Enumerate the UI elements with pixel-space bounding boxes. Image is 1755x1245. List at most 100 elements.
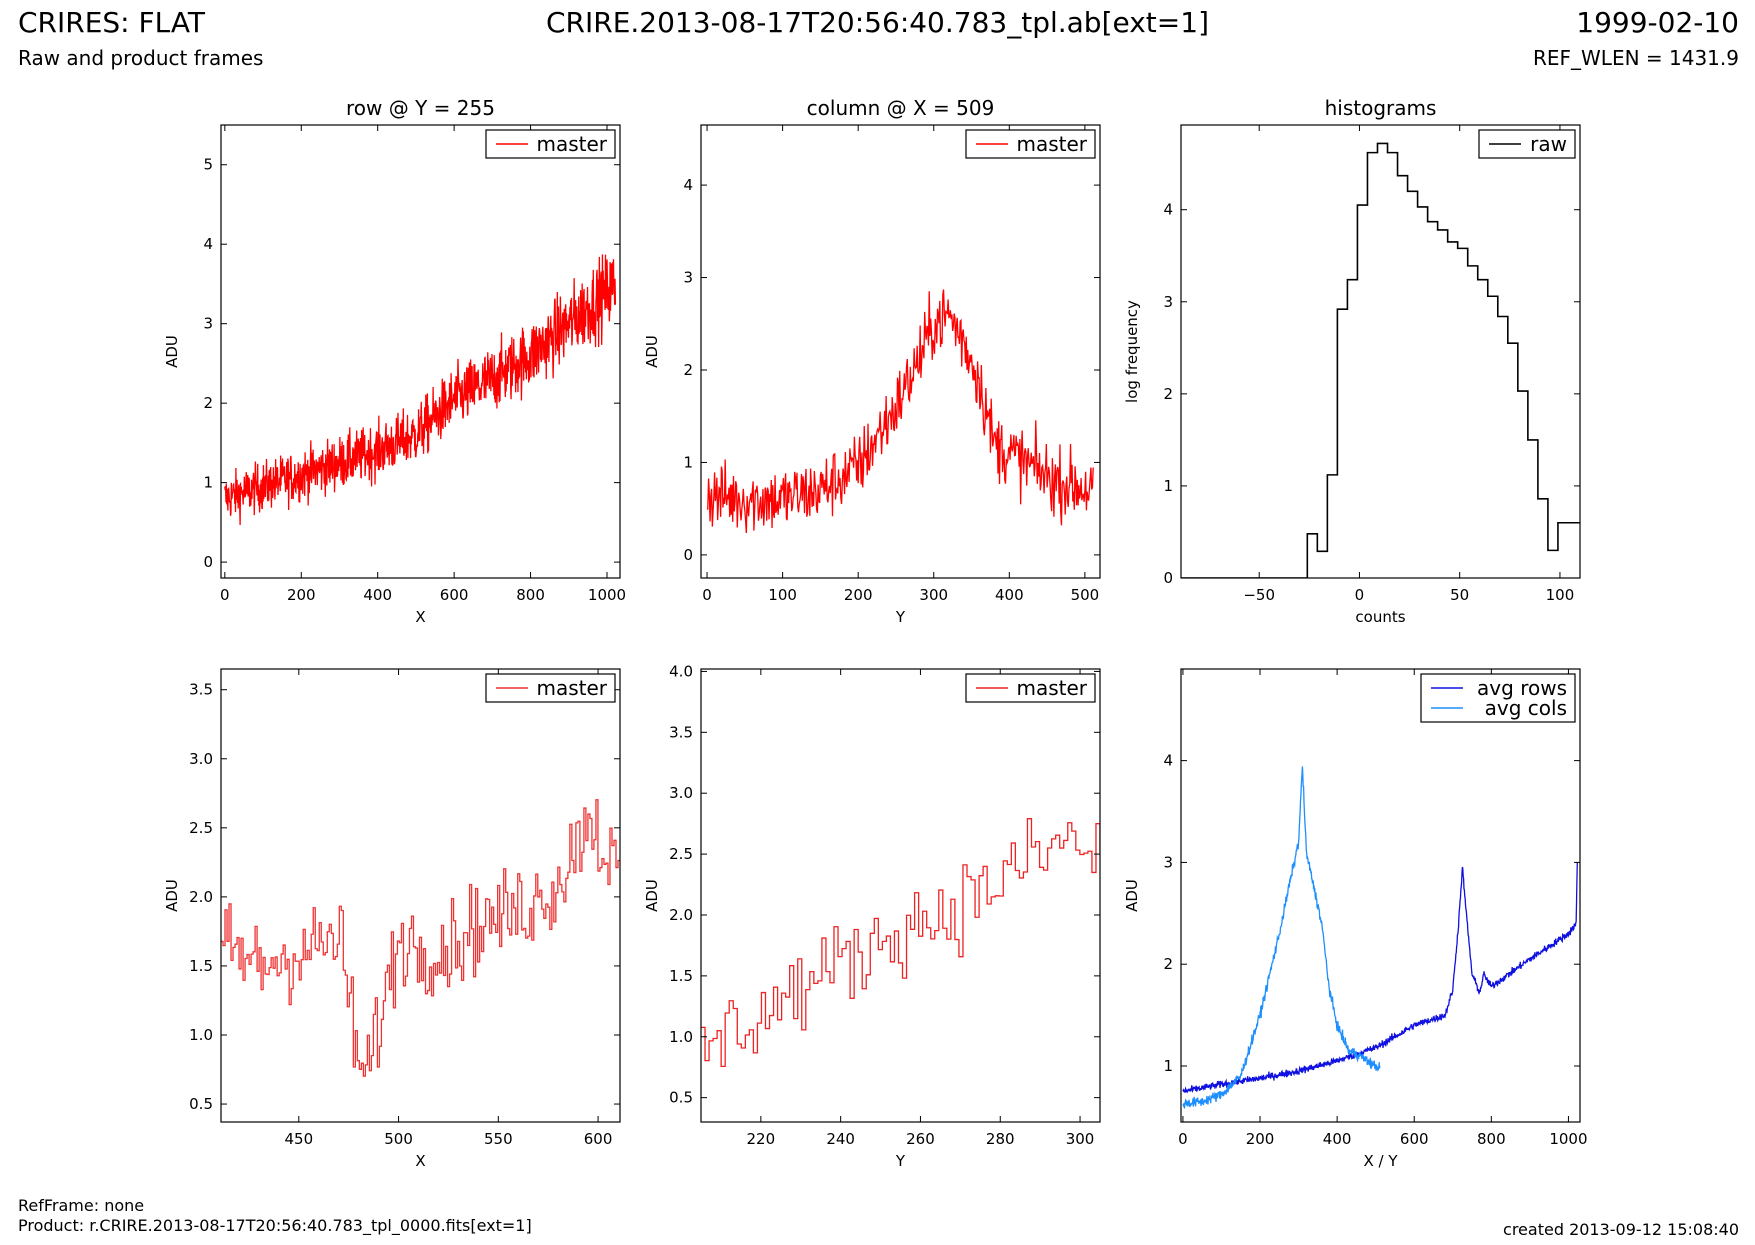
y-tick-label: 4: [203, 235, 213, 253]
x-tick-label: 50: [1450, 586, 1469, 604]
series-line-avg-cols: [1182, 766, 1381, 1109]
y-axis-label: log frequency: [1123, 300, 1141, 403]
y-tick-label: 2: [1163, 385, 1173, 403]
x-tick-label: 240: [826, 1130, 855, 1148]
y-tick-label: 2.0: [669, 906, 693, 924]
x-tick-label: 600: [1400, 1130, 1429, 1148]
y-tick-label: 1: [203, 474, 213, 492]
x-tick-label: 800: [516, 586, 545, 604]
x-tick-label: 600: [584, 1130, 613, 1148]
y-tick-label: 3.0: [669, 784, 693, 802]
col-zoom-plot: 220 240 260 280 300 0.5 1.0 1.5 2.0 2.5 3.0 3.5 4.0 Y…: [643, 662, 1101, 1170]
y-tick-label: 0.5: [189, 1095, 213, 1113]
y-tick-label: 3: [203, 315, 213, 333]
y-tick-label: 1.0: [669, 1028, 693, 1046]
y-tick-label: 4.0: [669, 662, 693, 680]
y-tick-label: 2.5: [189, 819, 213, 837]
y-tick-label: 2.0: [189, 888, 213, 906]
legend: master: [485, 129, 616, 159]
x-tick-label: 100: [768, 586, 797, 604]
y-tick-label: 1: [1163, 477, 1173, 495]
reference-wavelength: REF_WLEN = 1431.9: [1532, 46, 1739, 70]
x-tick-label: 100: [1546, 586, 1575, 604]
col-plot: 0 100 200 300 400 500 0 1 2 3 4 column @ X = 509 Y AD…: [643, 96, 1101, 626]
x-axis-label: Y: [895, 1152, 906, 1170]
row-zoom-plot: 450 500 550 600 0.5 1.0 1.5 2.0 2.5 3.0 3.5 X ADU mas…: [163, 668, 621, 1170]
y-tick-label: 0: [203, 553, 213, 571]
row-plot: 0 200 400 600 800 1000 0 1 2 3 4 5 row @ Y = 255 X ADU…: [163, 96, 626, 626]
legend-label: master: [1016, 676, 1087, 700]
plot-frame: [1180, 124, 1581, 579]
y-tick-label: 1.0: [189, 1026, 213, 1044]
x-axis-label: X: [415, 608, 425, 626]
y-tick-label: 1.5: [189, 957, 213, 975]
x-tick-label: 200: [844, 586, 873, 604]
plot-title: histograms: [1325, 96, 1437, 120]
x-tick-label: 1000: [588, 586, 626, 604]
y-tick-label: 4: [1163, 201, 1173, 219]
legend-box: [1420, 673, 1576, 723]
series-line-raw: [1181, 142, 1580, 578]
legend-label: master: [1016, 132, 1087, 156]
legend-label: raw: [1530, 132, 1567, 156]
x-tick-label: 550: [484, 1130, 513, 1148]
plot-title: row @ Y = 255: [346, 96, 495, 120]
plot-frame: [1180, 668, 1581, 1123]
legend: master: [485, 673, 616, 703]
legend: master: [965, 673, 1096, 703]
y-tick-label: 3.0: [189, 750, 213, 768]
report-title: CRIRES: FLAT: [18, 6, 205, 39]
y-tick-label: 3.5: [189, 681, 213, 699]
y-tick-label: 0: [1163, 569, 1173, 587]
x-tick-label: 400: [363, 586, 392, 604]
x-tick-label: 400: [995, 586, 1024, 604]
x-tick-label: 400: [1323, 1130, 1352, 1148]
y-tick-label: 4: [1163, 752, 1173, 770]
legend-label: avg cols: [1485, 696, 1567, 720]
x-axis-label: counts: [1355, 608, 1405, 626]
legend: raw: [1478, 129, 1576, 159]
x-tick-label: 260: [906, 1130, 935, 1148]
x-tick-label: 1000: [1549, 1130, 1587, 1148]
y-tick-label: 2: [203, 394, 213, 412]
y-tick-label: 0.5: [669, 1089, 693, 1107]
x-tick-label: 600: [440, 586, 469, 604]
report-subtitle: Raw and product frames: [18, 46, 264, 70]
x-tick-label: −50: [1243, 586, 1275, 604]
x-tick-label: 0: [1355, 586, 1365, 604]
y-tick-label: 3.5: [669, 723, 693, 741]
legend-label: master: [536, 132, 607, 156]
y-tick-label: 2: [1163, 955, 1173, 973]
series-line-avg-rows: [1182, 861, 1578, 1094]
plot-frame: [700, 124, 1101, 579]
x-tick-label: 200: [287, 586, 316, 604]
legend-label: avg rows: [1477, 676, 1567, 700]
x-tick-label: 220: [747, 1130, 776, 1148]
x-axis-label: Y: [895, 608, 906, 626]
x-tick-label: 300: [1066, 1130, 1095, 1148]
histogram-plot: −50 0 50 100 0 1 2 3 4 histograms counts log freque…: [1123, 96, 1581, 626]
frame-name: CRIRE.2013-08-17T20:56:40.783_tpl.ab[ext…: [545, 6, 1209, 39]
series-line-master: [701, 818, 1100, 1067]
y-tick-label: 1: [1163, 1057, 1173, 1075]
y-tick-label: 2.5: [669, 845, 693, 863]
x-tick-label: 0: [220, 586, 230, 604]
x-axis-label: X / Y: [1363, 1152, 1398, 1170]
x-tick-label: 0: [702, 586, 712, 604]
y-axis-label: ADU: [643, 335, 661, 368]
creation-timestamp: created 2013-09-12 15:08:40: [1503, 1220, 1739, 1239]
avg-plot: 0 200 400 600 800 1000 1 2 3 4 X / Y ADU avg rowsavg…: [1123, 668, 1588, 1170]
y-tick-label: 0: [683, 546, 693, 564]
x-tick-label: 450: [284, 1130, 313, 1148]
series-line-master: [224, 254, 617, 526]
y-axis-label: ADU: [163, 879, 181, 912]
x-tick-label: 500: [384, 1130, 413, 1148]
y-tick-label: 4: [683, 176, 693, 194]
legend-label: master: [536, 676, 607, 700]
x-axis-label: X: [415, 1152, 425, 1170]
series-line-master: [706, 289, 1094, 534]
x-tick-label: 280: [986, 1130, 1015, 1148]
x-tick-label: 300: [919, 586, 948, 604]
